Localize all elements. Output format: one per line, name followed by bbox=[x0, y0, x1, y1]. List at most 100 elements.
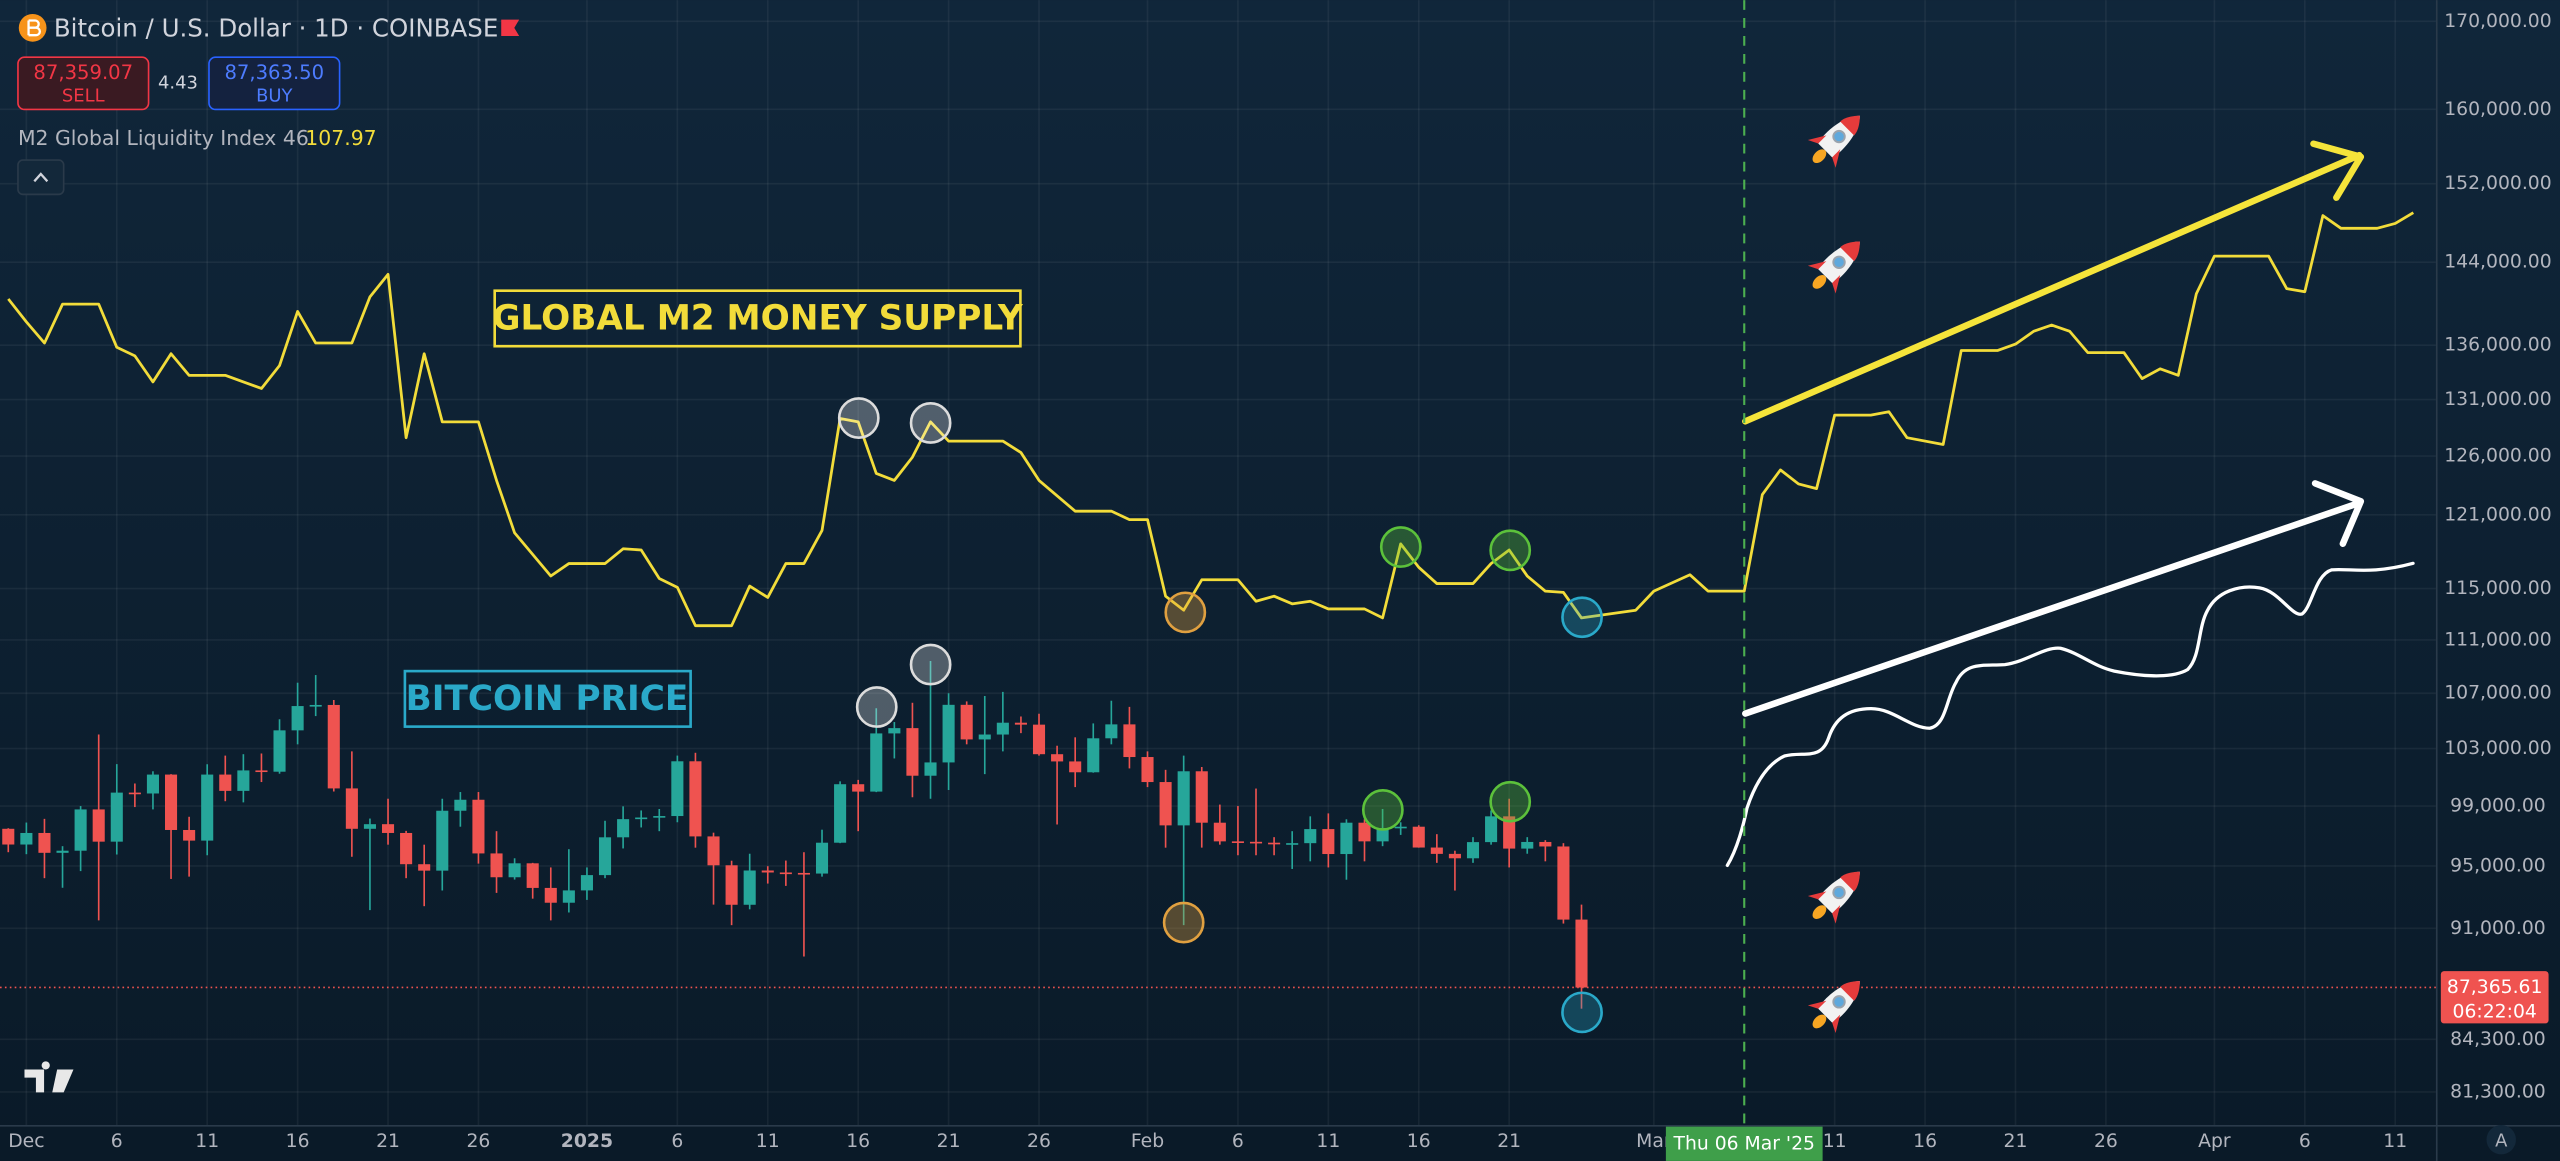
x-tick-label: 21 bbox=[1497, 1131, 1521, 1152]
y-tick-label: 144,000.00 bbox=[2444, 252, 2551, 273]
candle-body bbox=[1069, 761, 1082, 773]
highlight-circle bbox=[1162, 901, 1205, 944]
x-tick-label: 16 bbox=[1407, 1131, 1431, 1152]
highlight-circle bbox=[1561, 991, 1603, 1034]
candle-body bbox=[1430, 847, 1443, 854]
candle-body bbox=[1394, 826, 1407, 829]
highlight-circle bbox=[1489, 529, 1532, 572]
legend: Bitcoin / U.S. Dollar · 1D · COINBASE 87… bbox=[17, 13, 520, 196]
candle-body bbox=[1539, 841, 1552, 847]
candle-body bbox=[110, 792, 123, 842]
sell-button[interactable] bbox=[17, 56, 150, 111]
candle-body bbox=[1340, 822, 1353, 855]
candle-body bbox=[1503, 816, 1516, 849]
candle-body bbox=[255, 770, 268, 773]
sell-label: SELL bbox=[62, 85, 105, 106]
candle-body bbox=[996, 722, 1009, 735]
candle-body bbox=[1105, 724, 1118, 739]
y-tick-label: 121,000.00 bbox=[2444, 504, 2551, 525]
candle-body bbox=[1268, 842, 1281, 845]
crosshair-label: Thu 06 Mar '25 bbox=[1673, 1133, 1815, 1154]
candle-body bbox=[960, 704, 973, 740]
buy-button[interactable] bbox=[208, 56, 341, 111]
candle-body bbox=[454, 799, 467, 811]
x-tick-label: 11 bbox=[756, 1131, 780, 1152]
candle-body bbox=[797, 872, 810, 875]
candle-body bbox=[400, 832, 413, 865]
highlight-circle bbox=[837, 397, 880, 439]
candle-body bbox=[1213, 822, 1226, 842]
y-tick-label: 152,000.00 bbox=[2444, 173, 2551, 194]
auto-scale-label: A bbox=[2495, 1130, 2508, 1151]
candle-body bbox=[779, 872, 792, 875]
highlight-circles bbox=[837, 397, 1603, 1034]
candle-body bbox=[924, 762, 937, 776]
candle-body bbox=[327, 704, 340, 789]
y-tick-label: 99,000.00 bbox=[2450, 796, 2546, 817]
x-tick-label: 26 bbox=[1027, 1131, 1051, 1152]
x-tick-label: 16 bbox=[846, 1131, 870, 1152]
annotation-text: BITCOIN PRICE bbox=[406, 679, 689, 719]
highlight-circle bbox=[1379, 526, 1422, 568]
trend-arrow bbox=[1742, 140, 2365, 425]
highlight-circle bbox=[1164, 591, 1207, 634]
candle-body bbox=[490, 853, 503, 878]
candle-body bbox=[562, 890, 575, 903]
highlight-circle bbox=[855, 686, 898, 728]
chart-title: Bitcoin / U.S. Dollar · 1D · COINBASE bbox=[54, 13, 498, 42]
candle-body bbox=[183, 829, 196, 841]
candle-body bbox=[508, 863, 521, 878]
x-tick-label: 11 bbox=[1823, 1131, 1847, 1152]
indicator-name: M2 Global Liquidity Index 46 bbox=[18, 126, 309, 150]
x-tick-label: Dec bbox=[8, 1131, 44, 1152]
highlight-circle bbox=[909, 402, 952, 444]
candle-body bbox=[1322, 829, 1335, 855]
candle-body bbox=[761, 870, 774, 873]
brand-logo bbox=[24, 1061, 74, 1093]
candle-body bbox=[273, 730, 286, 772]
candle-body bbox=[56, 850, 69, 853]
candle-body bbox=[1087, 738, 1100, 773]
y-tick-label: 103,000.00 bbox=[2444, 738, 2551, 759]
y-tick-label: 81,300.00 bbox=[2450, 1081, 2546, 1102]
price-projection-sketch bbox=[1725, 561, 2415, 868]
highlight-circle bbox=[1489, 780, 1532, 823]
x-tick-label: 26 bbox=[466, 1131, 490, 1152]
highlight-circle bbox=[1361, 788, 1404, 831]
candle-body bbox=[146, 774, 159, 794]
candle-body bbox=[1412, 826, 1425, 848]
candle-body bbox=[1249, 841, 1263, 844]
y-tick-label: 107,000.00 bbox=[2444, 683, 2551, 704]
candle-body bbox=[1195, 771, 1208, 823]
candle-body bbox=[1575, 919, 1588, 988]
candle-body bbox=[526, 863, 539, 888]
candle-body bbox=[707, 836, 720, 866]
candle-body bbox=[38, 832, 51, 853]
candle-body bbox=[671, 761, 684, 817]
grid bbox=[0, 0, 2436, 1127]
flag-icon[interactable] bbox=[501, 19, 520, 37]
x-tick-label: 2025 bbox=[561, 1131, 613, 1152]
x-tick-label: 21 bbox=[937, 1131, 961, 1152]
y-tick-label: 95,000.00 bbox=[2450, 855, 2546, 876]
candle-body bbox=[635, 817, 648, 820]
candle-body bbox=[1448, 853, 1461, 859]
highlight-circle bbox=[1561, 596, 1603, 639]
y-tick-label: 115,000.00 bbox=[2444, 578, 2551, 599]
candle-body bbox=[1376, 828, 1389, 842]
y-tick-label: 131,000.00 bbox=[2444, 389, 2551, 410]
candle-body bbox=[128, 792, 141, 795]
plot-area bbox=[0, 211, 2436, 1009]
sell-price: 87,359.07 bbox=[33, 61, 133, 84]
auto-scale-button[interactable] bbox=[2486, 1124, 2516, 1155]
candle-body bbox=[544, 887, 557, 903]
candle-body bbox=[1521, 841, 1534, 849]
candle-body bbox=[164, 774, 178, 830]
axes: 170,000.00 160,000.00 152,000.00 144,000.00… bbox=[8, 0, 2552, 1161]
x-tick-label: 26 bbox=[2094, 1131, 2118, 1152]
annotation-box bbox=[403, 669, 692, 728]
collapse-button[interactable] bbox=[17, 159, 65, 196]
candle-body bbox=[1141, 757, 1154, 783]
